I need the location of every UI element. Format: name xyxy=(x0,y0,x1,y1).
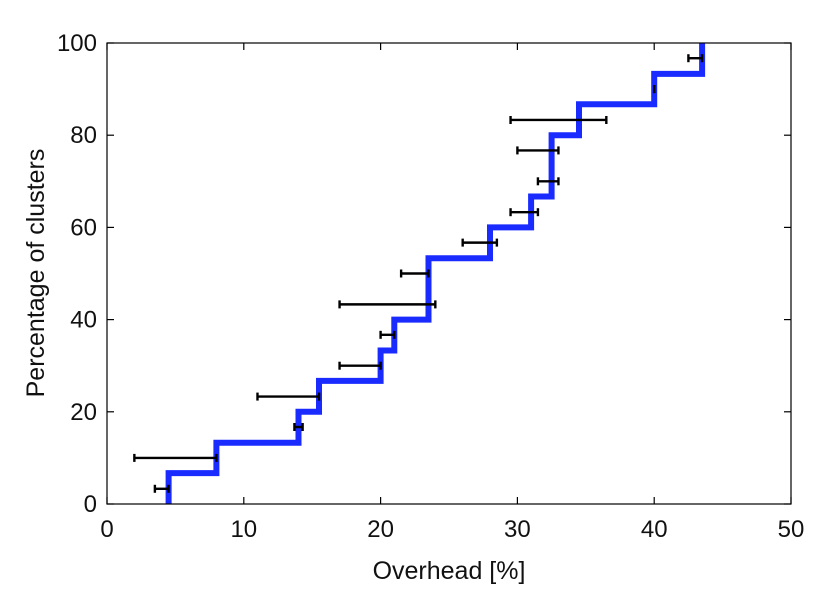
x-tick-label: 50 xyxy=(778,516,805,543)
error-bar xyxy=(293,423,304,432)
error-bar xyxy=(399,269,430,278)
error-bar xyxy=(461,238,499,247)
plot-frame xyxy=(106,42,792,505)
x-axis-label: Overhead [%] xyxy=(373,557,526,585)
y-tick-label: 80 xyxy=(70,122,97,149)
y-axis-label: Percentage of clusters xyxy=(22,149,50,398)
cdf-step-line-0 xyxy=(165,43,706,504)
y-tick-label: 40 xyxy=(70,307,97,334)
error-bar xyxy=(256,392,321,401)
x-tick-label: 0 xyxy=(100,516,113,543)
x-tick-label: 40 xyxy=(641,516,668,543)
plot-marks xyxy=(133,43,706,504)
error-bar xyxy=(509,115,608,124)
x-tick-label: 10 xyxy=(230,516,257,543)
error-bar xyxy=(338,300,437,309)
error-bar xyxy=(153,484,170,493)
y-tick-label: 20 xyxy=(70,399,97,426)
x-tick-label: 30 xyxy=(504,516,531,543)
y-tick-label: 100 xyxy=(57,30,97,57)
error-bar xyxy=(516,146,560,155)
error-bar xyxy=(338,361,382,370)
error-bar xyxy=(133,453,218,462)
axis-ticks: 0 10 20 30 40 50 0 20 40 60 80 100 xyxy=(57,30,804,543)
error-bar xyxy=(536,177,560,186)
error-bar xyxy=(687,54,704,63)
error-bar xyxy=(509,208,540,217)
y-tick-label: 60 xyxy=(70,214,97,241)
error-bar xyxy=(379,330,396,339)
y-tick-label: 0 xyxy=(84,491,97,518)
x-tick-label: 20 xyxy=(367,516,394,543)
